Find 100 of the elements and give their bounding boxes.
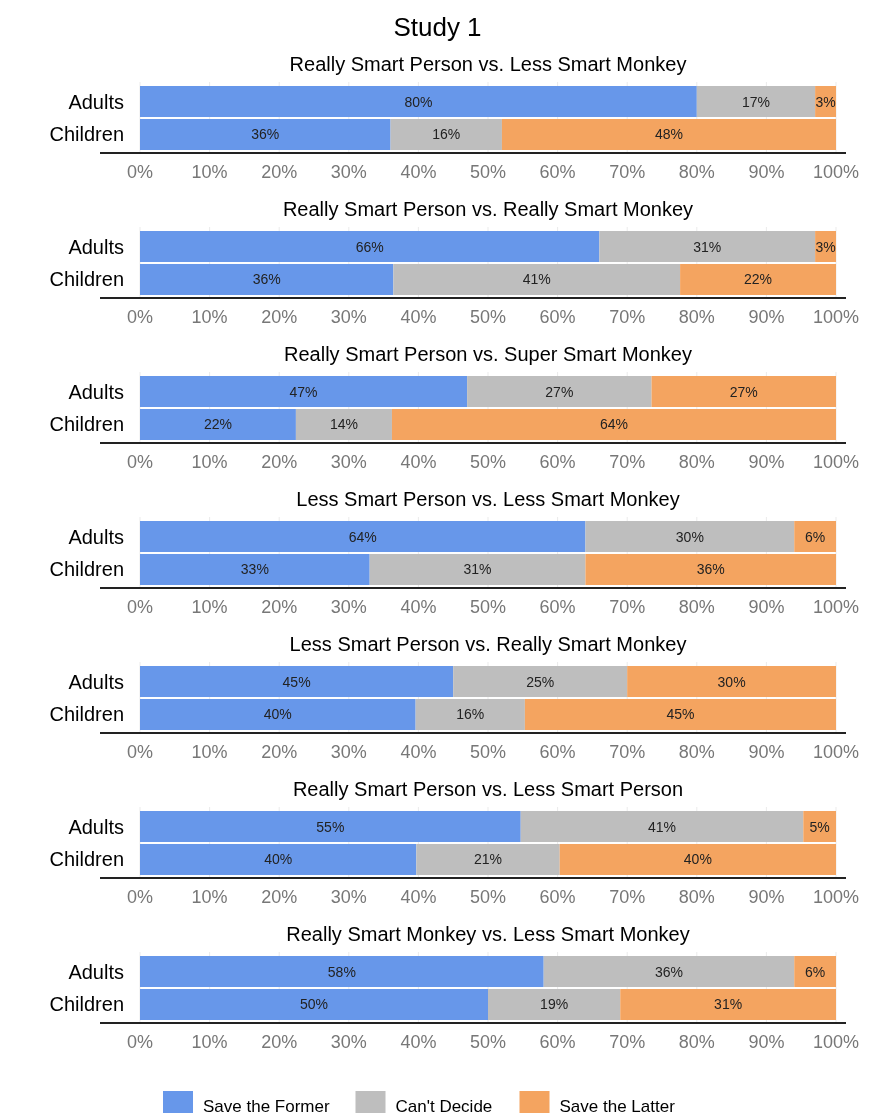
- x-tick-label: 30%: [330, 597, 367, 617]
- y-tick-label: Children: [49, 848, 124, 871]
- bar: [620, 988, 836, 1020]
- x-tick-label: 100%: [812, 597, 860, 617]
- x-tick-label: 0%: [126, 887, 154, 907]
- x-tick-label: 20%: [261, 597, 298, 617]
- chart-title: Less Smart Person vs. Less Smart Monkey: [296, 488, 680, 510]
- bar: [559, 843, 836, 875]
- x-tick-label: 80%: [678, 452, 715, 472]
- data-label: 27%: [729, 383, 758, 400]
- bar: [794, 956, 836, 988]
- bar: [140, 263, 394, 295]
- y-tick-label: Adults: [68, 815, 124, 838]
- x-tick-label: 0%: [126, 742, 154, 762]
- bar: [140, 811, 521, 843]
- chart-title: Really Smart Person vs. Super Smart Monkey: [284, 343, 692, 365]
- x-tick-label: 100%: [812, 452, 860, 472]
- x-tick-label: 70%: [609, 307, 646, 327]
- x-tick-label: 10%: [191, 1032, 228, 1052]
- data-label: 16%: [456, 706, 485, 723]
- data-label: 64%: [348, 528, 377, 545]
- data-label: 6%: [805, 963, 826, 980]
- data-label: 36%: [251, 126, 280, 143]
- bar: [140, 376, 468, 408]
- x-tick-label: 20%: [261, 1032, 298, 1052]
- bar: [467, 376, 652, 408]
- x-tick-label: 40%: [400, 1032, 437, 1052]
- y-tick-label: Adults: [68, 380, 124, 403]
- x-tick-label: 50%: [469, 162, 507, 182]
- bar: [520, 811, 804, 843]
- data-label: 3%: [815, 238, 836, 255]
- data-label: 30%: [675, 528, 704, 545]
- chart-title: Less Smart Person vs. Really Smart Monkey: [289, 633, 687, 655]
- data-label: 5%: [809, 818, 830, 835]
- x-tick-label: 20%: [261, 307, 298, 327]
- legend-label: Save the Latter: [559, 1097, 676, 1116]
- y-tick-label: Adults: [68, 525, 124, 548]
- data-label: 80%: [404, 93, 433, 110]
- data-label: 45%: [282, 673, 311, 690]
- bar: [543, 956, 795, 988]
- data-label: 22%: [744, 271, 773, 288]
- bar: [415, 698, 525, 730]
- bar: [140, 553, 370, 585]
- chart-title: Study 1: [393, 12, 482, 42]
- data-label: 31%: [714, 996, 743, 1013]
- y-tick-label: Children: [49, 413, 124, 436]
- x-tick-label: 10%: [191, 742, 228, 762]
- x-tick-label: 100%: [812, 307, 860, 327]
- data-label: 40%: [263, 706, 292, 723]
- bar: [140, 118, 391, 150]
- y-tick-label: Adults: [68, 960, 124, 983]
- bar: [391, 408, 836, 440]
- y-tick-label: Adults: [68, 235, 124, 258]
- x-tick-label: 90%: [748, 1032, 785, 1052]
- x-tick-label: 70%: [609, 452, 646, 472]
- y-tick-label: Children: [49, 268, 124, 291]
- bar: [369, 553, 586, 585]
- bar: [140, 408, 296, 440]
- bar: [140, 843, 417, 875]
- legend-label: Save the Former: [203, 1097, 330, 1116]
- data-label: 22%: [203, 416, 232, 433]
- bar: [627, 666, 836, 698]
- data-label: 19%: [540, 996, 569, 1013]
- data-label: 45%: [666, 706, 695, 723]
- bar: [140, 988, 488, 1020]
- x-tick-label: 0%: [126, 307, 154, 327]
- data-label: 36%: [696, 561, 725, 578]
- x-tick-label: 90%: [748, 452, 785, 472]
- chart-subtitle: Really Smart Person vs. Less Smart Monkey: [289, 53, 687, 75]
- y-tick-label: Children: [49, 123, 124, 146]
- data-label: 27%: [545, 383, 574, 400]
- x-tick-label: 60%: [539, 307, 576, 327]
- data-label: 40%: [683, 851, 712, 868]
- x-tick-label: 50%: [469, 307, 507, 327]
- data-label: 36%: [654, 963, 683, 980]
- x-tick-label: 40%: [400, 452, 437, 472]
- x-tick-label: 80%: [678, 162, 715, 182]
- data-label: 41%: [647, 818, 677, 835]
- x-tick-label: 30%: [330, 452, 367, 472]
- bar: [696, 86, 816, 118]
- bar: [453, 666, 628, 698]
- x-tick-label: 80%: [678, 742, 715, 762]
- data-label: 25%: [526, 673, 555, 690]
- x-tick-label: 70%: [609, 742, 646, 762]
- data-label: 66%: [355, 238, 384, 255]
- x-tick-label: 40%: [400, 887, 437, 907]
- data-label: 31%: [463, 561, 492, 578]
- x-tick-label: 50%: [469, 887, 507, 907]
- y-tick-label: Adults: [68, 670, 124, 693]
- x-tick-label: 20%: [261, 162, 298, 182]
- x-tick-label: 80%: [678, 307, 715, 327]
- x-tick-label: 60%: [539, 1032, 576, 1052]
- data-label: 64%: [599, 416, 628, 433]
- x-tick-label: 0%: [126, 1032, 154, 1052]
- y-tick-label: Children: [49, 558, 124, 581]
- x-tick-label: 80%: [678, 1032, 715, 1052]
- data-label: 55%: [316, 818, 345, 835]
- bar: [599, 231, 816, 263]
- x-tick-label: 10%: [191, 452, 228, 472]
- x-tick-label: 100%: [812, 1032, 860, 1052]
